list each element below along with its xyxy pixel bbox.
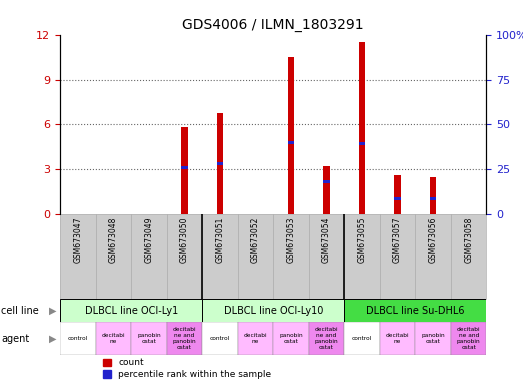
Text: control: control (352, 336, 372, 341)
Text: control: control (210, 336, 230, 341)
FancyBboxPatch shape (202, 322, 238, 355)
Bar (181, 127, 188, 214)
Text: GSM673056: GSM673056 (429, 217, 438, 263)
Text: GSM673055: GSM673055 (358, 217, 367, 263)
Text: GSM673053: GSM673053 (287, 217, 295, 263)
Text: GSM673054: GSM673054 (322, 217, 331, 263)
Bar (288, 141, 294, 144)
Text: decitabi
ne and
panobin
ostat: decitabi ne and panobin ostat (173, 328, 196, 350)
Bar (359, 142, 365, 145)
FancyBboxPatch shape (60, 322, 96, 355)
Text: control: control (68, 336, 88, 341)
Text: cell line: cell line (1, 306, 39, 316)
FancyBboxPatch shape (451, 214, 486, 299)
Text: GSM673049: GSM673049 (144, 217, 153, 263)
FancyBboxPatch shape (380, 322, 415, 355)
Bar (394, 175, 401, 214)
Text: GSM673050: GSM673050 (180, 217, 189, 263)
FancyBboxPatch shape (131, 214, 167, 299)
Text: agent: agent (1, 334, 29, 344)
FancyBboxPatch shape (96, 322, 131, 355)
Text: DLBCL line OCI-Ly10: DLBCL line OCI-Ly10 (223, 306, 323, 316)
FancyBboxPatch shape (309, 214, 344, 299)
Bar (323, 179, 329, 183)
Text: ▶: ▶ (49, 334, 56, 344)
Text: decitabi
ne: decitabi ne (244, 333, 267, 344)
Bar (394, 197, 401, 200)
Text: decitabi
ne: decitabi ne (386, 333, 410, 344)
FancyBboxPatch shape (344, 214, 380, 299)
Bar (217, 113, 223, 214)
Text: decitabi
ne and
panobin
ostat: decitabi ne and panobin ostat (315, 328, 338, 350)
Text: decitabi
ne: decitabi ne (101, 333, 125, 344)
FancyBboxPatch shape (238, 214, 274, 299)
Text: panobin
ostat: panobin ostat (279, 333, 303, 344)
FancyBboxPatch shape (415, 322, 451, 355)
Bar (217, 162, 223, 165)
Text: ▶: ▶ (49, 306, 56, 316)
FancyBboxPatch shape (344, 299, 486, 322)
Text: GSM673047: GSM673047 (73, 217, 83, 263)
Text: GSM673057: GSM673057 (393, 217, 402, 263)
FancyBboxPatch shape (202, 299, 344, 322)
Text: GSM673048: GSM673048 (109, 217, 118, 263)
FancyBboxPatch shape (167, 322, 202, 355)
FancyBboxPatch shape (380, 214, 415, 299)
Bar (181, 166, 188, 169)
FancyBboxPatch shape (274, 322, 309, 355)
Text: panobin
ostat: panobin ostat (422, 333, 445, 344)
Bar (430, 197, 436, 200)
Bar (359, 42, 365, 214)
Text: decitabi
ne and
panobin
ostat: decitabi ne and panobin ostat (457, 328, 481, 350)
Text: DLBCL line Su-DHL6: DLBCL line Su-DHL6 (366, 306, 464, 316)
Title: GDS4006 / ILMN_1803291: GDS4006 / ILMN_1803291 (183, 18, 364, 32)
Legend: count, percentile rank within the sample: count, percentile rank within the sample (103, 358, 271, 379)
FancyBboxPatch shape (238, 322, 274, 355)
Bar (430, 177, 436, 214)
Text: GSM673058: GSM673058 (464, 217, 473, 263)
FancyBboxPatch shape (202, 214, 238, 299)
FancyBboxPatch shape (60, 299, 202, 322)
FancyBboxPatch shape (309, 322, 344, 355)
Text: GSM673052: GSM673052 (251, 217, 260, 263)
Bar (288, 57, 294, 214)
FancyBboxPatch shape (96, 214, 131, 299)
FancyBboxPatch shape (415, 214, 451, 299)
FancyBboxPatch shape (451, 322, 486, 355)
Text: panobin
ostat: panobin ostat (137, 333, 161, 344)
FancyBboxPatch shape (131, 322, 167, 355)
Text: DLBCL line OCI-Ly1: DLBCL line OCI-Ly1 (85, 306, 178, 316)
FancyBboxPatch shape (60, 214, 96, 299)
FancyBboxPatch shape (167, 214, 202, 299)
FancyBboxPatch shape (344, 322, 380, 355)
Bar (323, 167, 329, 214)
Text: GSM673051: GSM673051 (215, 217, 224, 263)
FancyBboxPatch shape (274, 214, 309, 299)
